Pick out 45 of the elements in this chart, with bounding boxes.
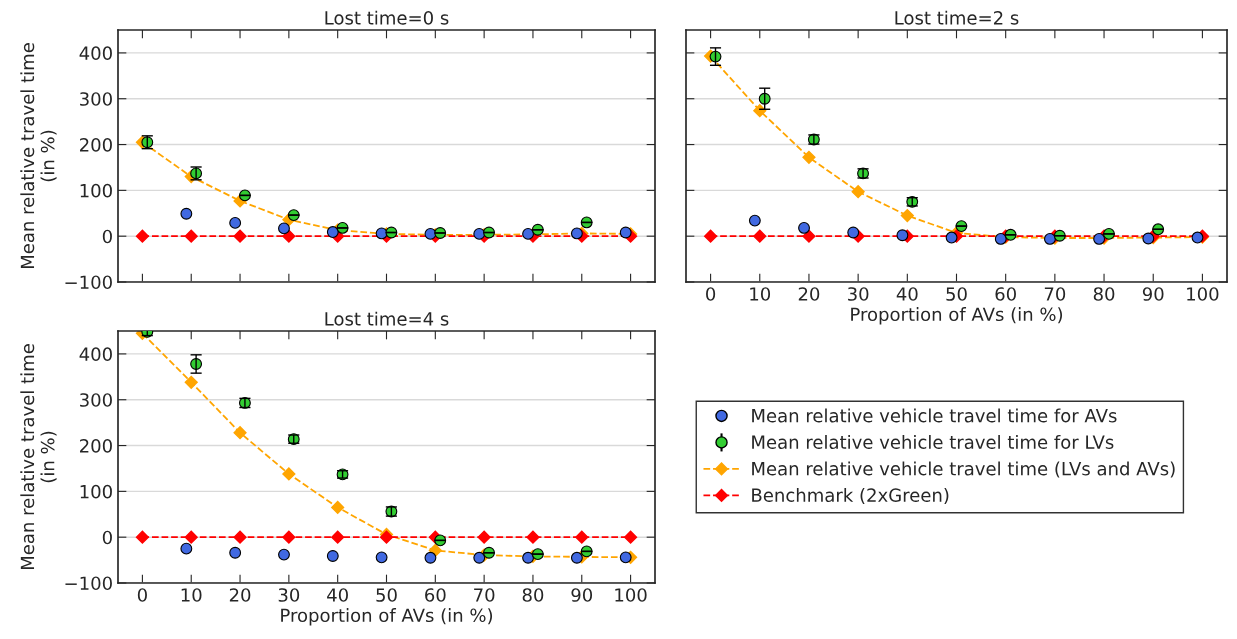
legend-label: Mean relative vehicle travel time for LVs [752, 435, 1114, 449]
x-axis-title: Proportion of AVs (in %) [851, 307, 1063, 325]
y-tick-label: 400 [79, 46, 112, 61]
x-tick-label: 40 [896, 287, 918, 301]
y-axis-title: Mean relative travel time (in %) [20, 43, 57, 269]
y-tick-label: −100 [65, 576, 112, 591]
x-tick-label: 70 [474, 588, 495, 602]
x-tick-label: 10 [750, 287, 771, 301]
x-tick-label: 30 [278, 588, 300, 602]
y-tick-label: 300 [80, 393, 112, 407]
x-tick-label: 60 [425, 588, 446, 602]
y-tick-label: 0 [102, 530, 112, 545]
x-axis-title: Proportion of AVs (in %) [281, 608, 493, 626]
x-tick-label: 80 [522, 588, 544, 602]
x-tick-label: 0 [706, 287, 716, 301]
chart-title: Lost time=4 s [325, 311, 449, 326]
y-tick-label: 100 [80, 484, 112, 499]
x-tick-label: 50 [376, 588, 397, 602]
x-tick-label: 30 [848, 287, 869, 301]
x-tick-label: 60 [995, 287, 1016, 301]
y-tick-label: 200 [80, 439, 112, 453]
y-tick-label: −100 [65, 275, 112, 290]
x-tick-label: 50 [946, 287, 967, 301]
x-tick-label: 0 [137, 588, 147, 602]
x-tick-label: 10 [181, 588, 202, 602]
x-tick-label: 20 [229, 588, 251, 602]
legend-label: Mean relative vehicle travel time for AVs [752, 408, 1117, 423]
y-axis-title: Mean relative travel time (in %) [20, 344, 57, 570]
x-tick-label: 40 [327, 588, 348, 602]
chart-title: Lost time=2 s [895, 10, 1019, 25]
x-tick-label: 100 [615, 588, 647, 602]
x-tick-label: 90 [571, 588, 593, 602]
x-tick-label: 80 [1093, 287, 1115, 301]
y-tick-label: 400 [79, 347, 112, 362]
x-tick-label: 20 [798, 287, 820, 301]
legend-label: Mean relative vehicle travel time (LVs and AVs) [752, 461, 1175, 478]
x-tick-label: 90 [1142, 287, 1164, 301]
y-tick-label: 200 [80, 138, 112, 152]
chart-title: Lost time=0 s [325, 10, 449, 25]
y-tick-label: 300 [80, 92, 112, 106]
x-tick-label: 70 [1044, 287, 1066, 301]
y-tick-label: 0 [102, 229, 112, 244]
y-tick-label: 100 [80, 183, 112, 198]
x-tick-label: 100 [1187, 287, 1219, 301]
legend-label: Benchmark (2xGreen) [752, 488, 949, 505]
